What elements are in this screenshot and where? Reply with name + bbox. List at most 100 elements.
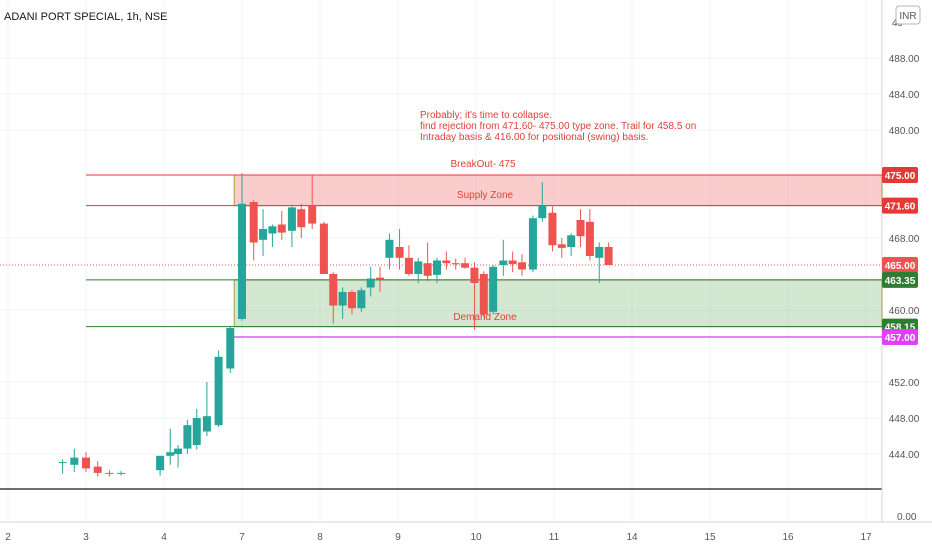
x-tick-label: 9 bbox=[395, 532, 401, 543]
candle-body bbox=[538, 205, 547, 219]
candle bbox=[287, 206, 296, 247]
candle-body bbox=[249, 202, 258, 243]
price-badge: 463.35 bbox=[882, 271, 918, 288]
candle-body bbox=[528, 218, 537, 270]
price-badge: 465.00 bbox=[882, 257, 918, 273]
candle-body bbox=[105, 472, 114, 474]
candle-body bbox=[70, 457, 79, 465]
note-line: find rejection from 471.60- 475.00 type … bbox=[420, 121, 696, 132]
candle-body bbox=[214, 356, 223, 426]
annotations-layer: BreakOut- 475 Probably; it's time to col… bbox=[420, 110, 696, 323]
supply-zone-label: Supply Zone bbox=[457, 190, 514, 201]
candle bbox=[226, 326, 235, 373]
candle bbox=[414, 257, 423, 283]
candle-body bbox=[518, 262, 527, 270]
chart-title: ADANI PORT SPECIAL, 1h, NSE bbox=[4, 11, 167, 23]
candle bbox=[433, 257, 441, 283]
candle-body bbox=[192, 418, 201, 445]
grid-lines bbox=[0, 0, 932, 523]
candle-body bbox=[226, 328, 235, 369]
candle-body bbox=[82, 457, 90, 469]
candle-body bbox=[366, 278, 375, 288]
y-tick-label: 460.00 bbox=[889, 306, 920, 317]
x-tick-label: 14 bbox=[626, 532, 638, 543]
candle-body bbox=[567, 235, 576, 247]
candle bbox=[58, 459, 67, 474]
candle bbox=[585, 209, 594, 261]
x-tick-label: 16 bbox=[782, 532, 794, 543]
x-tick-label: 8 bbox=[317, 532, 323, 543]
candle-body bbox=[595, 247, 604, 258]
price-badge-label: 471.60 bbox=[885, 202, 916, 213]
candle-body bbox=[489, 266, 498, 312]
candle bbox=[604, 242, 613, 265]
candle bbox=[277, 211, 286, 240]
x-axis[interactable]: 2 3 4 7 8 9 10 11 14 15 16 17 bbox=[5, 532, 872, 543]
y-tick-label: 488.00 bbox=[889, 54, 920, 65]
candle-body bbox=[268, 226, 277, 234]
candle-body bbox=[308, 205, 317, 224]
price-badge-box bbox=[882, 329, 918, 345]
breakout-label: BreakOut- 475 bbox=[450, 159, 515, 170]
currency-badge[interactable]: INR bbox=[895, 5, 921, 25]
candle bbox=[297, 203, 306, 238]
x-tick-label: 15 bbox=[704, 532, 716, 543]
price-badge-label: 457.00 bbox=[885, 333, 916, 344]
note-line: Probably; it's time to collapse. bbox=[420, 110, 552, 121]
candle-body bbox=[576, 220, 585, 237]
candle bbox=[508, 251, 517, 273]
price-badge-box bbox=[882, 167, 918, 183]
price-badge-label: 475.00 bbox=[885, 171, 916, 182]
price-badge-box bbox=[882, 271, 918, 288]
candle bbox=[451, 258, 460, 270]
candle-body bbox=[93, 466, 102, 473]
x-tick-label: 3 bbox=[83, 532, 89, 543]
demand-zone-label: Demand Zone bbox=[453, 312, 517, 323]
candle-body bbox=[376, 277, 385, 280]
candle-body bbox=[604, 247, 613, 265]
x-tick-label: 7 bbox=[239, 532, 245, 543]
x-tick-label: 17 bbox=[860, 532, 872, 543]
candle bbox=[442, 251, 451, 270]
candle-body bbox=[287, 207, 296, 231]
candle bbox=[357, 287, 366, 312]
currency-badge-box[interactable] bbox=[895, 5, 921, 25]
x-tick-label: 11 bbox=[549, 532, 560, 543]
candle bbox=[319, 221, 328, 274]
candle-body bbox=[277, 224, 286, 233]
y-tick-label: 452.00 bbox=[889, 378, 920, 389]
candle-body bbox=[433, 260, 441, 275]
candle-body bbox=[451, 263, 460, 265]
price-badge: 475.00 bbox=[882, 167, 918, 183]
price-badge: 471.60 bbox=[882, 197, 918, 214]
supply-zone bbox=[233, 174, 883, 207]
candle-body bbox=[319, 223, 328, 274]
candle-body bbox=[414, 261, 423, 274]
candle-body bbox=[470, 267, 479, 283]
candle bbox=[202, 382, 211, 436]
y-tick-label: 444.00 bbox=[889, 450, 920, 461]
candle bbox=[117, 471, 126, 476]
candle-body bbox=[585, 221, 594, 256]
y-tick-label: 0.00 bbox=[897, 512, 917, 523]
price-badge-label: 463.35 bbox=[885, 276, 916, 287]
candle bbox=[567, 233, 576, 256]
candle bbox=[214, 350, 223, 427]
candle-body bbox=[117, 472, 126, 474]
x-tick-label: 10 bbox=[470, 532, 482, 543]
price-badge-label: 465.00 bbox=[885, 261, 916, 272]
candle-body bbox=[58, 462, 67, 464]
candle bbox=[395, 229, 404, 270]
candle bbox=[461, 257, 470, 269]
candle bbox=[376, 266, 385, 292]
currency-badge-label[interactable]: INR bbox=[899, 11, 916, 22]
x-tick-label: 4 bbox=[161, 532, 167, 543]
candle bbox=[192, 409, 201, 450]
candle bbox=[70, 448, 79, 472]
candle-body bbox=[338, 292, 347, 306]
candle bbox=[259, 209, 268, 256]
candle-body bbox=[508, 260, 517, 265]
